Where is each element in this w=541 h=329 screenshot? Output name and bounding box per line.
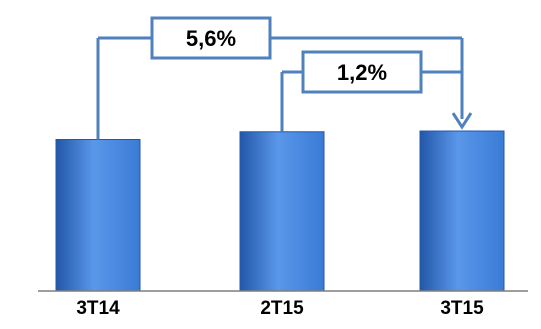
annotation-2t15-3t15-label: 1,2% bbox=[337, 60, 387, 85]
labels-layer: 3T14 2T15 3T15 bbox=[76, 298, 484, 319]
annotation-3t14-3t15-label: 5,6% bbox=[186, 26, 236, 51]
category-label-2t15: 2T15 bbox=[260, 298, 304, 319]
annotation-layer: 5,6% 1,2% bbox=[96, 16, 473, 140]
bar-3t15 bbox=[419, 130, 505, 292]
annotation-3t14-3t15-label-box bbox=[150, 16, 272, 60]
bar-3t14 bbox=[55, 139, 141, 292]
category-label-3t14: 3T14 bbox=[76, 298, 120, 319]
annotation-2t15-3t15-label-box bbox=[301, 50, 423, 94]
bars-layer bbox=[55, 130, 505, 292]
category-label-3t15: 3T15 bbox=[440, 298, 484, 319]
bar-2t15 bbox=[239, 131, 325, 292]
arrowhead-icon bbox=[451, 112, 473, 130]
